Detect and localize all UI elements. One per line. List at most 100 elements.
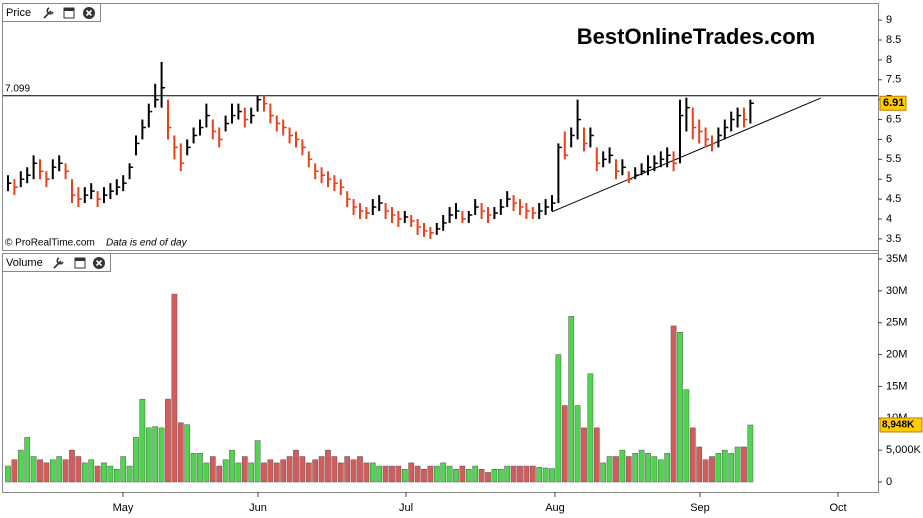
volume-bar — [216, 465, 223, 483]
volume-bar — [235, 462, 242, 483]
volume-bar — [523, 465, 530, 483]
data-note: Data is end of day — [106, 238, 188, 249]
volume-bar — [440, 462, 447, 483]
volume-bar — [587, 373, 594, 483]
panel-label: Price — [6, 7, 31, 19]
volume-bar — [325, 449, 331, 483]
volume-bar — [689, 427, 696, 483]
volume-bar — [401, 469, 408, 483]
close-icon-x — [95, 259, 103, 267]
window-icon-bar — [75, 258, 85, 261]
volume-bar — [69, 449, 75, 483]
volume-bar — [357, 456, 363, 483]
volume-bar — [293, 449, 299, 483]
volume-bar — [728, 453, 735, 483]
volume-bar — [670, 325, 677, 483]
volume-bar — [5, 465, 11, 483]
last-price-label: 6.91 — [883, 97, 904, 109]
volume-bar — [421, 469, 427, 483]
volume-bar — [549, 468, 555, 483]
volume-bar — [606, 456, 613, 483]
volume-bar — [529, 465, 536, 483]
volume-bar — [734, 446, 741, 483]
volume-bar — [433, 465, 440, 483]
x-tick-label: Jul — [399, 502, 413, 514]
last-volume-tag — [879, 417, 923, 433]
volume-bar — [107, 465, 114, 483]
trendline — [551, 97, 821, 213]
volume-bar — [632, 453, 639, 483]
header-icons[interactable] — [43, 7, 95, 19]
volume-bar — [536, 467, 543, 483]
volume-bar — [625, 456, 632, 483]
volume-bar — [709, 456, 715, 483]
source-note: © ProRealTime.com — [5, 238, 95, 249]
volume-bar — [408, 462, 415, 483]
panel-header — [2, 3, 101, 22]
volume-bar — [581, 427, 587, 483]
volume-bar — [363, 462, 370, 483]
volume-bar — [152, 426, 159, 483]
y-tick-label: 0 — [886, 476, 892, 488]
volume-bar — [645, 453, 651, 483]
y-tick-label: 5.5 — [886, 153, 901, 165]
volume-bar — [568, 316, 575, 483]
volume-bar — [101, 462, 107, 483]
volume-bar — [350, 459, 357, 483]
settings-icon[interactable] — [43, 7, 54, 19]
panel-label: Volume — [6, 257, 43, 269]
y-tick-label: 5 — [886, 173, 892, 185]
window-icon-bar — [64, 8, 74, 11]
volume-bar — [427, 465, 434, 483]
volume-bar — [43, 462, 50, 483]
volume-bar — [177, 422, 184, 483]
volume-bar — [267, 459, 274, 483]
volume-bar — [485, 472, 491, 483]
volume-bar — [369, 462, 376, 483]
volume-bar — [574, 405, 581, 483]
volume-bar — [94, 465, 101, 483]
volume-bar — [395, 465, 402, 483]
volume-bar — [593, 427, 600, 483]
settings-icon[interactable] — [53, 257, 64, 269]
volume-bar — [600, 462, 607, 483]
volume-bar — [638, 449, 645, 483]
volume-bar — [261, 462, 267, 483]
volume-bar — [414, 465, 421, 483]
volume-bar — [555, 354, 562, 483]
volume-bar — [197, 453, 203, 483]
volume-bar — [49, 459, 56, 483]
volume-bar — [613, 456, 619, 483]
volume-bar — [305, 462, 312, 483]
volume-bar — [510, 465, 517, 483]
volume-bar — [382, 465, 389, 483]
volume-bar — [542, 467, 549, 483]
volume-bar — [478, 469, 485, 483]
volume-bar — [657, 459, 664, 483]
volume-bar — [56, 456, 63, 483]
volume-bar — [81, 462, 88, 483]
volume-bar — [171, 293, 178, 483]
volume-bar — [465, 469, 472, 483]
volume-bar — [664, 453, 671, 483]
volume-bar — [273, 462, 280, 483]
volume-bar — [17, 449, 24, 483]
volume-bar — [184, 424, 191, 483]
volume-bar — [139, 398, 146, 483]
volume-bar — [113, 469, 120, 483]
volume-bar — [331, 456, 338, 483]
volume-bar — [453, 469, 459, 483]
volume-bar — [229, 449, 235, 483]
header-icons[interactable] — [53, 257, 105, 269]
last-price-tag — [879, 95, 907, 111]
volume-bar — [24, 437, 31, 483]
volume-bar — [190, 453, 197, 483]
y-tick-label: 3.5 — [886, 233, 901, 245]
volume-bar — [459, 465, 466, 483]
volume-bar — [504, 465, 511, 483]
x-tick-label: Oct — [829, 502, 846, 514]
x-tick-label: May — [113, 502, 134, 514]
volume-bar — [497, 469, 504, 483]
volume-bar — [209, 456, 216, 483]
volume-bar — [561, 405, 568, 483]
